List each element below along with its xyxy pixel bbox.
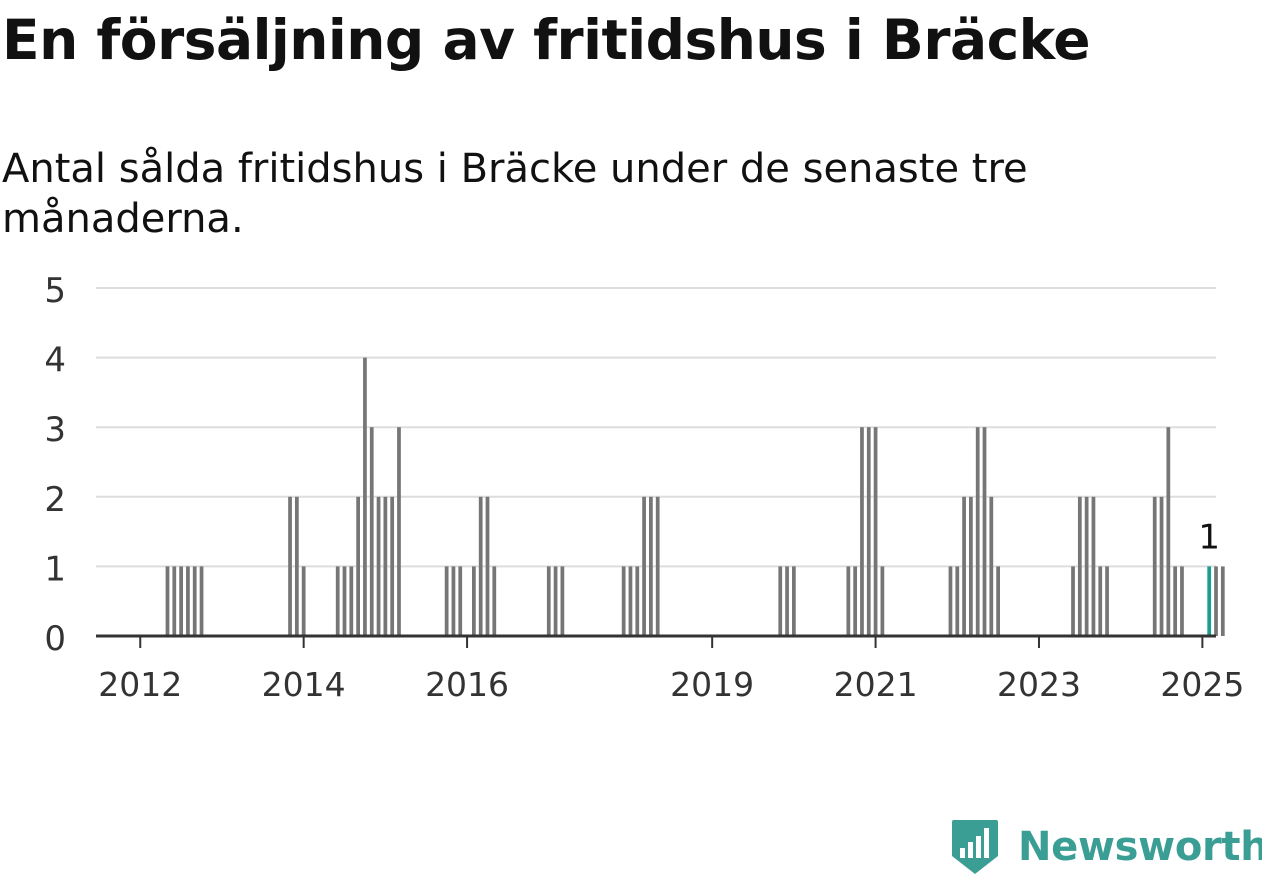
bar bbox=[444, 566, 449, 636]
bar bbox=[1105, 566, 1109, 636]
gridlines bbox=[96, 287, 1216, 568]
x-tick-label: 2016 bbox=[425, 665, 509, 704]
y-tick-label: 1 bbox=[44, 549, 66, 589]
bar bbox=[642, 496, 646, 636]
data-labels: 1 bbox=[1198, 517, 1220, 557]
bar bbox=[853, 566, 858, 636]
y-tick-label: 2 bbox=[44, 480, 66, 520]
bars bbox=[165, 357, 1225, 636]
bar bbox=[186, 566, 190, 636]
y-tick-label: 5 bbox=[44, 271, 66, 311]
y-tick-label: 0 bbox=[44, 619, 66, 659]
y-tick-label: 4 bbox=[44, 341, 66, 381]
bar bbox=[975, 427, 980, 636]
bar bbox=[335, 566, 340, 636]
bar bbox=[873, 427, 878, 636]
bar bbox=[478, 496, 483, 636]
bar bbox=[649, 496, 653, 636]
bar-highlight bbox=[1207, 566, 1212, 636]
y-axis: 0 1 2 3 4 5 bbox=[44, 271, 66, 659]
data-label-highlight: 1 bbox=[1198, 517, 1220, 557]
bar bbox=[785, 566, 789, 636]
y-tick-label: 3 bbox=[44, 410, 66, 450]
bar bbox=[301, 566, 306, 636]
bar bbox=[778, 566, 783, 636]
bar bbox=[962, 496, 966, 636]
bar bbox=[969, 496, 973, 636]
bar bbox=[1220, 566, 1225, 636]
bar bbox=[948, 566, 953, 636]
bar bbox=[294, 496, 299, 636]
x-tick-label: 2025 bbox=[1160, 665, 1244, 704]
newsworthy-logo: Newsworthy bbox=[950, 818, 1262, 876]
bar bbox=[390, 496, 395, 636]
bar bbox=[363, 357, 367, 636]
x-tick-label: 2014 bbox=[262, 665, 346, 704]
bar bbox=[546, 566, 551, 636]
bar bbox=[1091, 496, 1096, 636]
bar bbox=[179, 566, 183, 636]
bar bbox=[1159, 496, 1164, 636]
newsworthy-logo-icon bbox=[952, 820, 998, 874]
bar bbox=[369, 427, 374, 636]
bar bbox=[165, 566, 170, 636]
bar bbox=[866, 427, 871, 636]
bar bbox=[472, 566, 476, 636]
bar bbox=[192, 566, 197, 636]
bar bbox=[1173, 566, 1178, 636]
chart-subtitle: Antal sålda fritidshus i Bräcke under de… bbox=[2, 146, 1028, 242]
bar bbox=[982, 427, 987, 636]
brand-name: Newsworthy bbox=[1018, 824, 1262, 870]
bar bbox=[288, 496, 292, 636]
bar bbox=[628, 566, 633, 636]
bar bbox=[1098, 566, 1103, 636]
bar bbox=[880, 566, 885, 636]
bar bbox=[383, 496, 388, 636]
bar bbox=[635, 566, 640, 636]
bar bbox=[451, 566, 456, 636]
bar bbox=[492, 566, 497, 636]
bar bbox=[1077, 496, 1082, 636]
bar bbox=[655, 496, 660, 636]
bar bbox=[860, 427, 864, 636]
bar bbox=[485, 496, 490, 636]
bar bbox=[1166, 427, 1171, 636]
bar bbox=[356, 496, 360, 636]
bar bbox=[955, 566, 960, 636]
bar bbox=[846, 566, 851, 636]
bar bbox=[621, 566, 626, 636]
bar bbox=[996, 566, 1000, 636]
bar bbox=[199, 566, 204, 636]
bar bbox=[560, 566, 565, 636]
bar bbox=[1152, 496, 1157, 636]
x-tick-label: 2012 bbox=[98, 665, 182, 704]
bar bbox=[1084, 496, 1089, 636]
bar bbox=[553, 566, 558, 636]
x-tick-label: 2021 bbox=[834, 665, 918, 704]
x-tick-label: 2019 bbox=[670, 665, 754, 704]
bar bbox=[1180, 566, 1184, 636]
chart-title: En försäljning av fritidshus i Bräcke bbox=[2, 8, 1091, 72]
bar bbox=[349, 566, 354, 636]
bar bbox=[342, 566, 347, 636]
bar bbox=[989, 496, 994, 636]
bar bbox=[458, 566, 463, 636]
bar bbox=[376, 496, 381, 636]
bar bbox=[172, 566, 177, 636]
bar bbox=[792, 566, 796, 636]
bar bbox=[1071, 566, 1075, 636]
x-tick-label: 2023 bbox=[997, 665, 1081, 704]
bar bbox=[1214, 566, 1218, 636]
bar bbox=[397, 427, 401, 636]
x-axis: 2012 2014 2016 2019 2021 2023 2025 bbox=[98, 636, 1244, 704]
